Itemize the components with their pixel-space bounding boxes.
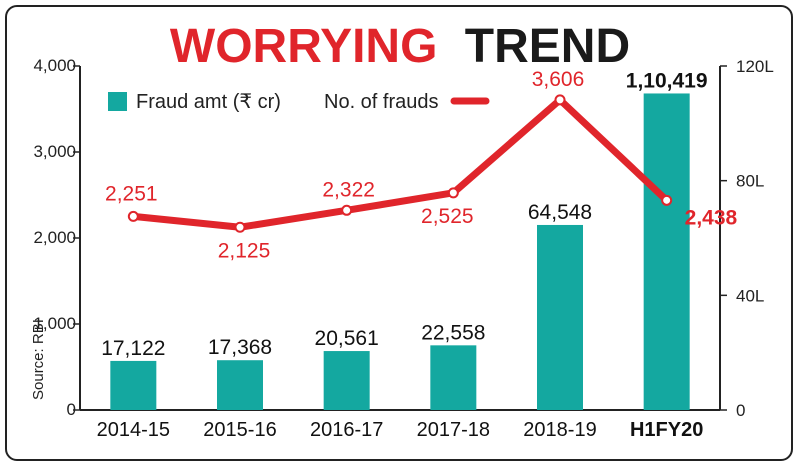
right-axis-tick-label: 0 [736,401,745,420]
x-axis-tick-label: H1FY20 [630,419,703,441]
left-axis-tick-label: 3,000 [33,142,76,161]
no-of-frauds-point [234,221,246,233]
fraud-amount-bar [537,224,583,410]
fraud-amount-data-label: 17,368 [208,336,272,359]
no-of-frauds-line [129,96,671,231]
fraud-amount-data-label: 17,122 [101,337,165,360]
left-axis-tick-label: 0 [67,400,76,419]
x-axis-tick-label: 2015-16 [203,419,276,441]
fraud-amount-bar [430,345,477,410]
fraud-amount-data-label: 20,561 [315,327,379,350]
fraud-amount-bar [323,351,370,410]
no-of-frauds-data-label: 2,525 [421,205,474,228]
fraud-amount-data-label: 22,558 [421,321,485,344]
right-axis-tick-label: 80L [736,172,764,191]
no-of-frauds-data-label: 2,438 [685,206,738,229]
no-of-frauds-point [447,187,459,199]
fraud-amount-data-label: 64,548 [528,201,592,224]
x-axis-tick-label: 2014-15 [97,419,170,441]
legend-label-fraud-amount: Fraud amt (₹ cr) [136,91,281,113]
no-of-frauds-data-label: 3,606 [532,68,585,91]
no-of-frauds-point [341,204,353,216]
right-axis-tick-label: 120L [736,57,774,76]
x-axis-tick-label: 2018-19 [523,419,596,441]
legend-swatch-fraud-amount [108,92,127,111]
fraud-amount-bar [110,360,157,410]
legend-label-no-of-frauds: No. of frauds [324,91,439,113]
fraud-amount-bar [217,360,263,410]
source-label: Source: RBI [30,319,47,400]
title-part-1: WORRYING [170,20,438,73]
no-of-frauds-data-label: 2,322 [322,178,375,201]
title-part-2: TREND [465,20,630,73]
x-axis-tick-label: 2017-18 [417,419,490,441]
no-of-frauds-data-label: 2,125 [218,239,271,262]
no-of-frauds-data-label: 2,251 [105,182,158,205]
fraud-amount-data-label: 1,10,419 [626,69,708,92]
chart-frame [5,5,793,461]
fraud-amount-bar [643,93,690,411]
chart-title: WORRYING TREND [170,20,630,73]
x-axis-tick-label: 2016-17 [310,419,383,441]
no-of-frauds-point [554,94,566,106]
left-axis-tick-label: 4,000 [33,56,76,75]
left-axis-tick-label: 1,000 [33,314,76,333]
no-of-frauds-point [661,194,673,206]
no-of-frauds-point [127,210,139,222]
left-axis-tick-label: 2,000 [33,228,76,247]
right-axis-tick-label: 40L [736,286,764,305]
